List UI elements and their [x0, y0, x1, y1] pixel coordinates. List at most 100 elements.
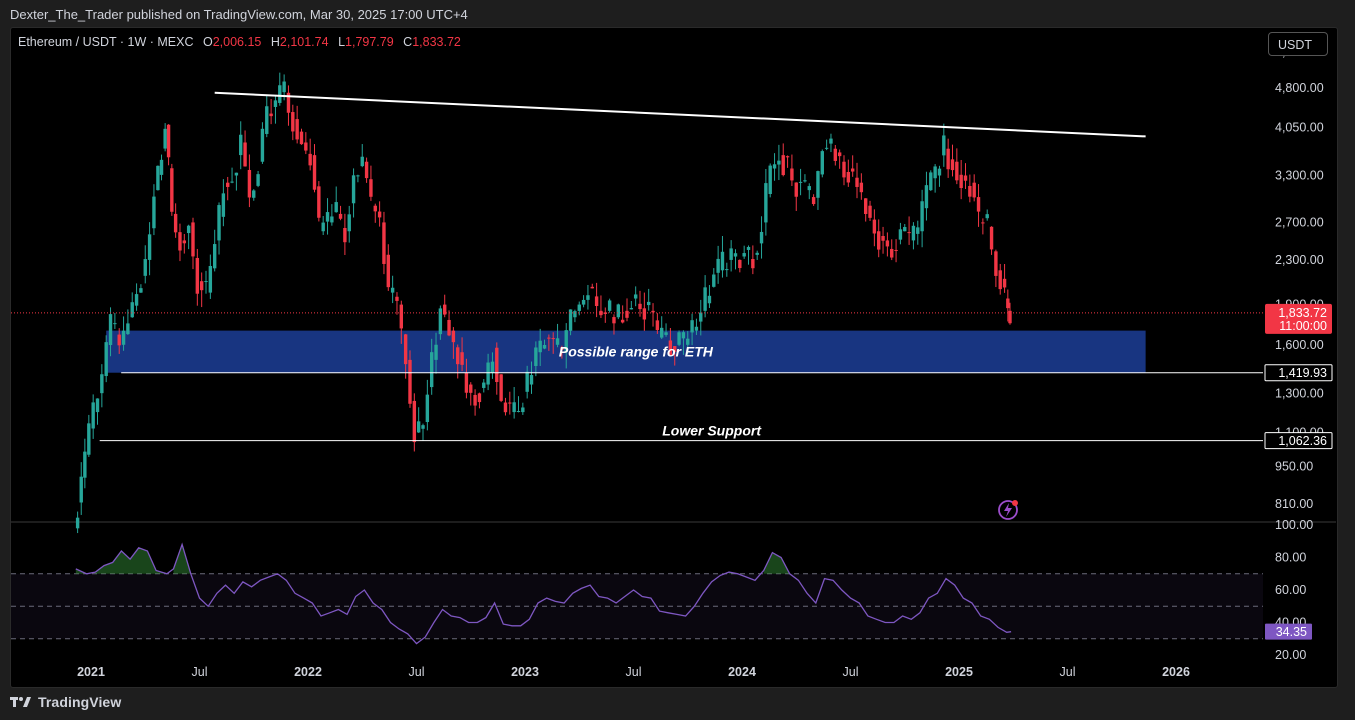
candle: [369, 165, 373, 201]
candle: [837, 149, 842, 169]
year-tick: 2021: [77, 665, 105, 679]
price-axis-tick: 2,700.00: [1275, 215, 1324, 229]
candle: [942, 123, 946, 167]
candle: [798, 168, 803, 196]
candle: [946, 138, 950, 178]
currency-button[interactable]: USDT: [1268, 32, 1328, 56]
candle-body: [317, 186, 321, 218]
candle-body: [916, 227, 920, 234]
candle: [820, 149, 824, 178]
candle-body: [230, 181, 234, 183]
candle-body: [573, 311, 577, 318]
candle-body: [260, 128, 265, 162]
month-tick: Jul: [1060, 665, 1076, 679]
candle: [950, 144, 955, 177]
candle: [963, 163, 968, 190]
candle: [673, 346, 677, 366]
candle-body: [976, 197, 981, 212]
candle-body: [829, 138, 833, 144]
candle: [364, 157, 369, 183]
candle-body: [416, 421, 421, 433]
candle: [811, 194, 816, 206]
candle-body: [408, 359, 412, 404]
candle-body: [199, 281, 204, 291]
candle: [390, 275, 395, 304]
candle-body: [898, 229, 903, 240]
candle: [338, 205, 343, 221]
candle-body: [590, 286, 594, 289]
candle-body: [859, 182, 864, 193]
candle-body: [529, 375, 534, 385]
candle: [221, 179, 226, 227]
alert-bolt-shape: [1004, 503, 1012, 517]
candle: [343, 213, 347, 256]
candle-body: [725, 269, 729, 271]
candle-body: [547, 337, 551, 339]
candle: [538, 328, 542, 366]
candle-body: [252, 190, 256, 198]
open-label: O: [202, 35, 213, 49]
candle: [612, 314, 616, 335]
candle-body: [182, 240, 187, 244]
candle-body: [651, 310, 655, 313]
candle: [304, 132, 308, 155]
candle: [412, 393, 417, 452]
candle: [877, 219, 881, 258]
candle: [746, 245, 751, 265]
candle: [590, 283, 594, 289]
footer-brand[interactable]: TradingView: [10, 694, 121, 710]
candle-body: [364, 161, 369, 179]
candle: [785, 155, 790, 168]
candle: [603, 307, 607, 323]
price-axis-tick: 1,600.00: [1275, 338, 1324, 352]
candle-body: [91, 402, 95, 429]
candle: [156, 165, 160, 191]
candle: [881, 226, 885, 254]
candle: [408, 350, 412, 408]
candle-body: [686, 338, 690, 345]
candle-body: [438, 308, 443, 335]
candle-body: [811, 197, 816, 205]
candle-body: [338, 213, 343, 219]
candle-body: [286, 92, 291, 113]
candle-body: [95, 398, 100, 413]
candle-body: [733, 253, 738, 257]
candle-body: [612, 317, 616, 324]
alert-bolt-icon: [998, 500, 1018, 520]
candle: [503, 397, 508, 416]
candle: [850, 155, 855, 177]
candle-body: [929, 172, 933, 191]
candle-body: [208, 265, 213, 293]
candle-body: [382, 222, 386, 264]
candle: [768, 163, 772, 198]
candle: [729, 240, 733, 272]
countdown-value: 11:00:00: [1279, 319, 1327, 333]
candle-body: [121, 330, 126, 345]
candle-body: [104, 342, 108, 377]
candle: [208, 254, 213, 299]
candle-body: [512, 402, 516, 413]
candle: [377, 201, 382, 227]
candle: [495, 342, 499, 395]
candle: [646, 288, 651, 311]
candle: [113, 312, 117, 329]
candle-body: [1002, 278, 1007, 288]
rsi-axis-tick: 100.00: [1275, 518, 1313, 532]
candle: [581, 295, 586, 308]
candle: [577, 301, 581, 316]
candle-body: [768, 165, 772, 195]
candle-body: [746, 246, 751, 250]
candle: [668, 327, 673, 356]
candle: [373, 203, 377, 223]
candle-body: [282, 81, 286, 93]
candle: [278, 72, 282, 106]
candle-body: [173, 213, 178, 233]
candle-body: [312, 155, 317, 190]
candle-body: [707, 295, 712, 304]
rsi-axis-tick: 60.00: [1275, 583, 1306, 597]
candle-body: [386, 254, 390, 288]
candle: [473, 389, 477, 416]
candle-body: [412, 400, 417, 443]
